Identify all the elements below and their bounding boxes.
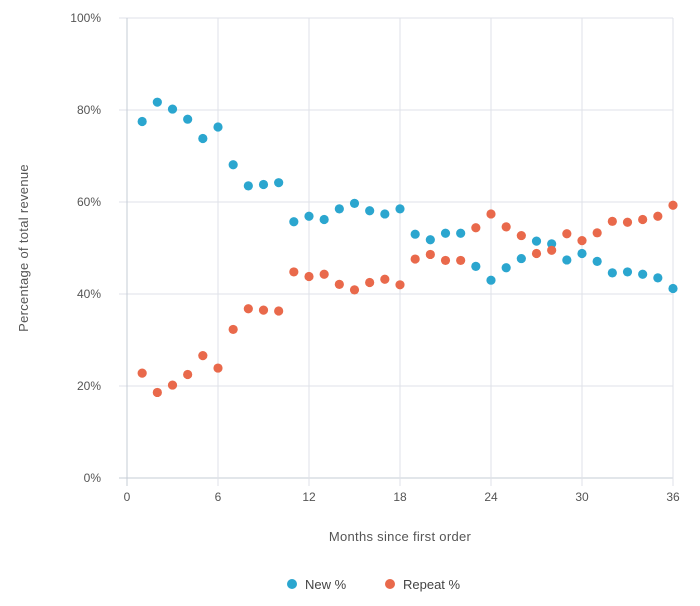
x-tick-label: 30 (575, 490, 589, 504)
y-tick-label: 40% (77, 287, 101, 301)
y-tick-label: 60% (77, 195, 101, 209)
new-point (319, 214, 329, 225)
new-point (516, 253, 526, 264)
repeat-point (516, 230, 526, 241)
repeat-point (183, 369, 193, 380)
repeat-point (562, 229, 572, 239)
new-point (258, 179, 269, 190)
x-tick-label: 6 (215, 490, 222, 504)
repeat-point (456, 255, 466, 266)
repeat-point (167, 380, 178, 390)
data-points (137, 97, 678, 398)
repeat-point (653, 211, 663, 221)
repeat-point (592, 228, 602, 238)
new-point (183, 114, 193, 124)
repeat-point (547, 245, 557, 255)
legend-marker-new (287, 579, 297, 589)
x-axis-title: Months since first order (329, 529, 472, 544)
new-point (531, 236, 542, 246)
repeat-point (395, 280, 405, 290)
repeat-point (213, 363, 223, 373)
repeat-point (440, 255, 451, 266)
repeat-point (486, 209, 496, 219)
repeat-point (319, 269, 329, 279)
grid (119, 17, 674, 486)
y-tick-label: 20% (77, 379, 101, 393)
repeat-point (622, 217, 633, 227)
new-point (304, 211, 314, 221)
new-point (243, 181, 253, 191)
new-point (274, 178, 284, 188)
new-point (440, 228, 451, 238)
repeat-point (410, 254, 420, 264)
repeat-point (274, 306, 284, 316)
y-tick-label: 0% (84, 471, 102, 485)
legend-marker-repeat (385, 579, 395, 589)
new-point (471, 261, 481, 271)
repeat-point (501, 222, 511, 232)
legend-label-repeat[interactable]: Repeat % (403, 577, 461, 592)
new-point (638, 269, 648, 279)
y-tick-label: 80% (77, 103, 101, 117)
repeat-point (349, 285, 360, 295)
repeat-point (380, 274, 390, 284)
new-point (622, 267, 633, 277)
new-point (334, 204, 344, 214)
new-point (198, 133, 208, 144)
repeat-point (198, 351, 208, 361)
repeat-point (425, 249, 435, 260)
repeat-point (258, 305, 269, 315)
new-point (213, 122, 223, 132)
new-point (425, 235, 435, 245)
new-point (228, 160, 238, 170)
new-point (410, 229, 420, 239)
new-point (577, 248, 587, 259)
x-tick-label: 24 (484, 490, 498, 504)
repeat-point (334, 279, 344, 289)
repeat-point (531, 248, 542, 259)
new-point (365, 206, 375, 216)
new-point (562, 255, 572, 265)
repeat-point (471, 223, 481, 233)
new-point (152, 97, 162, 107)
new-point (607, 268, 617, 278)
x-tick-label: 0 (124, 490, 131, 504)
new-point (592, 256, 602, 266)
new-point (380, 209, 390, 219)
repeat-point (607, 216, 617, 226)
new-point (547, 239, 557, 249)
repeat-point (243, 304, 253, 314)
y-axis-title: Percentage of total revenue (16, 164, 31, 332)
x-tick-label: 18 (393, 490, 407, 504)
legend: New % Repeat % (287, 577, 461, 592)
repeat-point (577, 236, 587, 246)
repeat-point (289, 267, 299, 277)
repeat-point (137, 368, 147, 378)
new-point (167, 104, 178, 114)
repeat-point (152, 387, 162, 398)
repeat-point (638, 214, 648, 225)
new-point (668, 283, 678, 294)
x-tick-label: 12 (302, 490, 316, 504)
axes: 0% 20% 40% 60% 80% 100% 0 6 12 18 24 30 36 (70, 11, 680, 504)
new-point (486, 275, 496, 285)
y-tick-label: 100% (70, 11, 101, 25)
new-point (395, 204, 405, 214)
new-point (653, 273, 663, 283)
new-point (289, 217, 299, 227)
new-point (501, 263, 511, 273)
x-tick-label: 36 (666, 490, 680, 504)
repeat-point (228, 324, 238, 335)
new-point (456, 228, 466, 238)
repeat-point (668, 200, 678, 210)
legend-label-new[interactable]: New % (305, 577, 347, 592)
repeat-point (365, 277, 375, 288)
new-point (349, 198, 360, 208)
repeat-point (304, 271, 314, 282)
new-point (137, 116, 147, 127)
